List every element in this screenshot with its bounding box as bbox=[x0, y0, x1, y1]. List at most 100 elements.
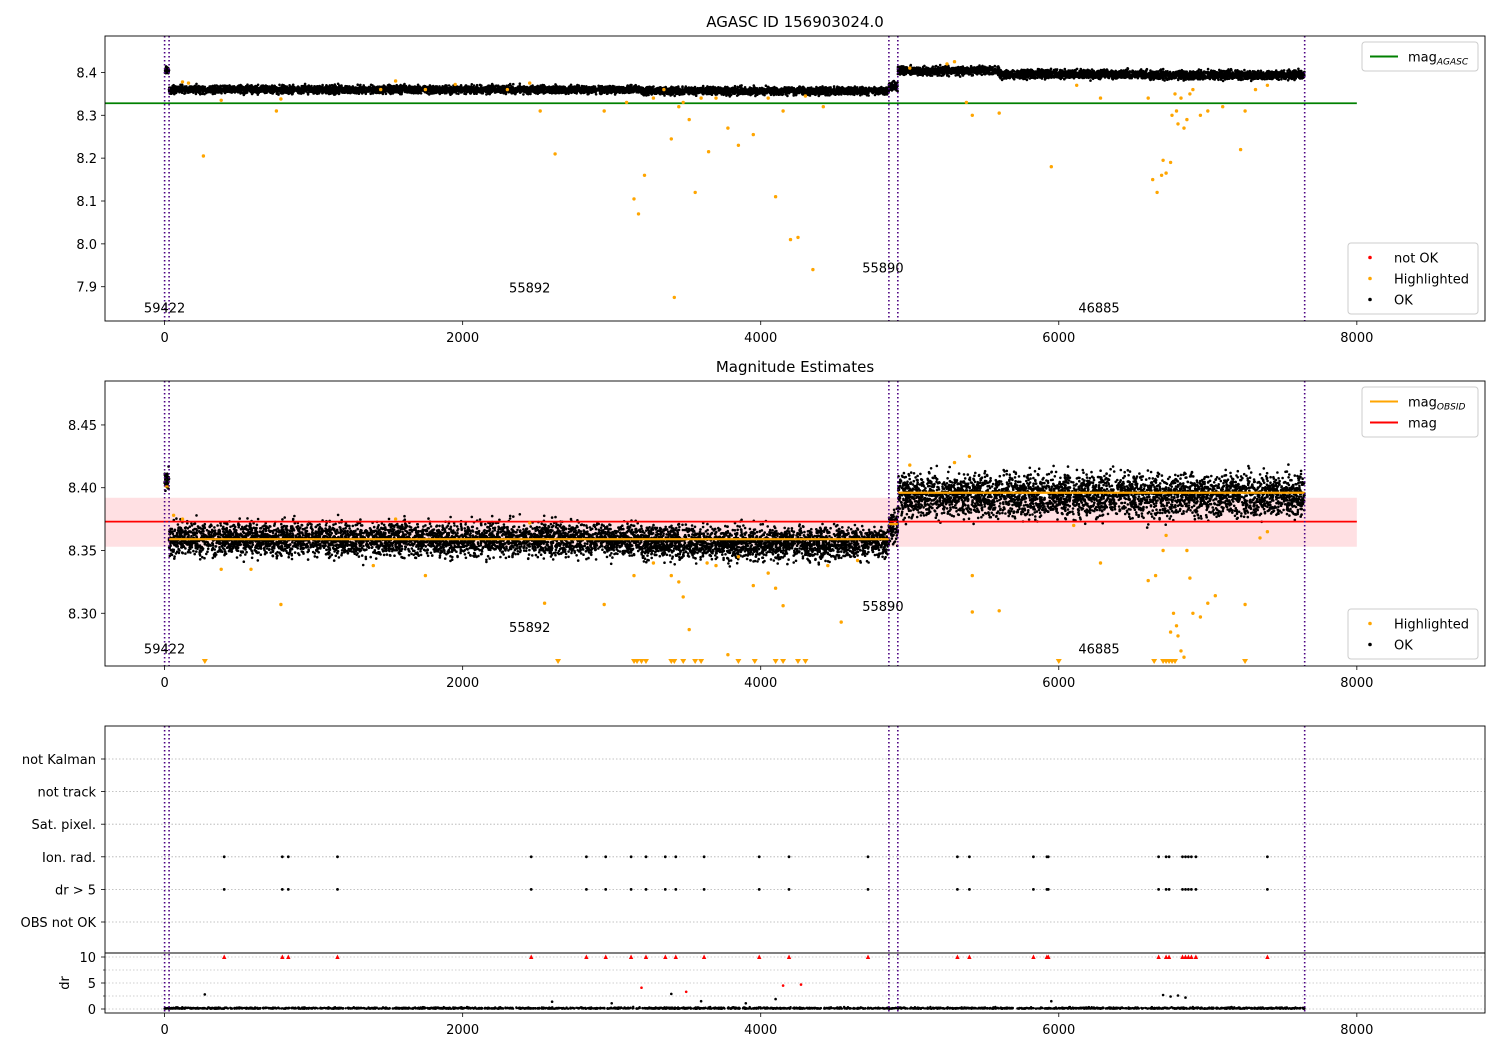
ok-point bbox=[226, 84, 229, 88]
ok-point bbox=[480, 90, 484, 94]
ok-point bbox=[455, 89, 459, 93]
ok-point bbox=[319, 88, 323, 92]
ok-point bbox=[449, 85, 453, 89]
ok-point bbox=[394, 88, 398, 91]
ok-point bbox=[342, 88, 346, 92]
ok-point bbox=[233, 91, 237, 94]
ok-point bbox=[599, 86, 602, 89]
plot-area bbox=[105, 36, 1357, 321]
ok-point bbox=[490, 86, 493, 90]
ok-point bbox=[310, 86, 313, 90]
ok-point bbox=[522, 85, 526, 88]
ok-point bbox=[283, 88, 287, 91]
ok-point bbox=[286, 89, 289, 93]
ok-point bbox=[391, 92, 395, 95]
ok-point bbox=[463, 88, 466, 92]
ok-point bbox=[213, 92, 216, 95]
ok-point bbox=[350, 86, 353, 89]
ok-point bbox=[203, 92, 206, 96]
ok-point bbox=[291, 83, 295, 87]
ok-point bbox=[475, 83, 479, 87]
ok-point bbox=[403, 88, 406, 92]
ok-point bbox=[414, 88, 418, 92]
ok-point bbox=[179, 88, 182, 92]
ok-point bbox=[290, 92, 294, 95]
ok-point bbox=[286, 86, 290, 90]
ok-point bbox=[338, 89, 341, 93]
ok-point bbox=[348, 89, 352, 93]
ok-point bbox=[278, 83, 281, 87]
ok-point bbox=[504, 85, 508, 88]
ok-point bbox=[172, 83, 175, 87]
ok-point bbox=[321, 83, 324, 87]
ok-point bbox=[460, 88, 464, 91]
ok-point bbox=[240, 84, 243, 88]
ok-point bbox=[307, 88, 311, 91]
ok-point bbox=[607, 88, 611, 91]
ok-point bbox=[475, 87, 478, 90]
ok-point bbox=[428, 86, 431, 89]
ok-point bbox=[246, 85, 250, 88]
ok-point bbox=[631, 86, 635, 89]
ok-point bbox=[438, 90, 441, 94]
ok-point bbox=[419, 92, 423, 95]
ok-point bbox=[230, 89, 234, 92]
ok-point bbox=[395, 83, 399, 87]
ok-point bbox=[517, 89, 520, 93]
ok-point bbox=[224, 90, 228, 93]
ok-point bbox=[241, 92, 245, 95]
ok-point bbox=[184, 91, 187, 95]
ok-point bbox=[581, 85, 584, 88]
ok-point bbox=[501, 85, 505, 88]
ok-point bbox=[456, 86, 460, 90]
ok-point bbox=[423, 84, 426, 88]
ok-point bbox=[322, 90, 325, 93]
ok-point bbox=[507, 84, 511, 87]
ok-point bbox=[313, 89, 316, 93]
ok-point bbox=[337, 86, 340, 89]
ok-point bbox=[218, 85, 222, 89]
ok-point bbox=[195, 85, 198, 88]
ok-point bbox=[535, 89, 538, 92]
ok-point bbox=[273, 89, 276, 93]
ok-point bbox=[381, 92, 385, 96]
ok-point bbox=[264, 84, 268, 87]
ok-point bbox=[333, 93, 337, 96]
ok-point bbox=[208, 90, 212, 94]
agasc-magnitude-panel: AGASC ID 156903024.0 5942255892558904688… bbox=[76, 13, 1486, 346]
ok-point bbox=[434, 91, 438, 95]
ok-point bbox=[392, 89, 395, 93]
ok-point bbox=[613, 91, 617, 94]
ok-point bbox=[637, 87, 640, 90]
ok-point bbox=[548, 87, 552, 91]
ok-point bbox=[403, 85, 406, 89]
ok-point bbox=[396, 88, 400, 92]
ok-point bbox=[332, 84, 335, 87]
ok-point bbox=[533, 91, 537, 94]
ok-point bbox=[436, 86, 440, 90]
ok-point bbox=[556, 87, 560, 91]
ok-point bbox=[206, 86, 210, 90]
ok-point bbox=[578, 88, 581, 92]
ok-point bbox=[484, 90, 488, 94]
ok-point bbox=[226, 87, 230, 91]
ok-point bbox=[538, 87, 541, 91]
ok-point bbox=[399, 83, 402, 87]
ok-point bbox=[448, 92, 452, 95]
ok-point bbox=[177, 87, 180, 90]
ok-point bbox=[277, 87, 281, 90]
ok-point bbox=[621, 89, 624, 93]
ok-point bbox=[209, 85, 213, 88]
ok-point bbox=[242, 89, 245, 92]
ok-point bbox=[219, 90, 223, 93]
ok-point bbox=[274, 86, 278, 89]
ok-point bbox=[553, 91, 556, 94]
ok-point bbox=[573, 87, 577, 91]
ok-point bbox=[452, 87, 455, 91]
ok-point bbox=[512, 82, 515, 86]
ok-point bbox=[183, 86, 186, 89]
ok-point bbox=[365, 87, 369, 91]
ok-point bbox=[362, 84, 366, 87]
ok-point bbox=[485, 87, 489, 90]
ok-point bbox=[369, 83, 373, 87]
